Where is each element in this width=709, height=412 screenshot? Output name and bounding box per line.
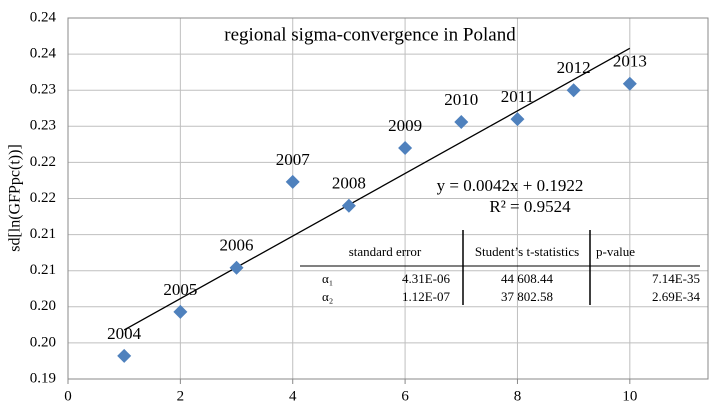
point-label: 2013	[613, 52, 647, 71]
point-label: 2012	[557, 58, 591, 77]
data-point	[398, 140, 413, 155]
data-point	[622, 76, 637, 91]
table-cell: 7.14E-35	[652, 271, 700, 286]
chart-title: regional sigma-convergence in Poland	[224, 24, 516, 45]
data-point	[229, 260, 244, 275]
y-tick-label: 0.24	[30, 46, 57, 62]
y-tick-label: 0.20	[30, 334, 56, 350]
trend-equation: y = 0.0042x + 0.1922	[437, 176, 584, 195]
data-point	[341, 198, 356, 213]
table-header: p-value	[596, 244, 635, 259]
table-cell: 37 802.58	[501, 289, 553, 304]
data-point	[510, 112, 525, 127]
y-tick-label: 0.22	[30, 154, 56, 170]
point-label: 2009	[388, 116, 422, 135]
table-header: Student’s t-statistics	[475, 244, 579, 259]
y-tick-label: 0.21	[30, 226, 56, 242]
point-label: 2004	[107, 324, 142, 343]
table-cell: 2.69E-34	[652, 289, 701, 304]
data-point	[285, 174, 300, 189]
table-cell: α₂	[322, 289, 333, 304]
point-label: 2011	[501, 87, 534, 106]
r-squared: R² = 0.9524	[489, 197, 571, 216]
point-label: 2006	[220, 236, 254, 255]
data-point	[117, 348, 132, 363]
table-cell: 1.12E-07	[402, 289, 451, 304]
data-point	[173, 304, 188, 319]
x-tick-label: 6	[401, 388, 409, 404]
y-tick-label: 0.20	[30, 298, 56, 314]
table-cell: 4.31E-06	[402, 271, 451, 286]
point-label: 2008	[332, 174, 366, 193]
x-tick-label: 2	[177, 388, 185, 404]
table-cell: α₁	[322, 271, 333, 286]
stats-table: standard error Student’s t-statistics p-…	[300, 230, 700, 305]
y-tick-label: 0.22	[30, 190, 56, 206]
point-label: 2007	[276, 150, 311, 169]
plot-frame	[67, 17, 709, 380]
x-tick-label: 8	[514, 388, 522, 404]
table-cell: 44 608.44	[501, 271, 554, 286]
x-tick-label: 0	[64, 388, 72, 404]
y-tick-label: 0.21	[30, 262, 56, 278]
y-tick-label: 0.23	[30, 118, 56, 134]
x-tick-label: 10	[622, 388, 637, 404]
y-tick-label: 0.23	[30, 82, 56, 98]
trendline	[123, 47, 631, 331]
table-header: standard error	[349, 244, 422, 259]
y-tick-label: 0.24	[30, 9, 57, 25]
point-label: 2005	[163, 280, 197, 299]
y-axis-label: sd[ln(GFPpc(t))]	[7, 144, 24, 252]
y-tick-label: 0.19	[30, 370, 56, 386]
data-point	[454, 114, 469, 129]
x-tick-label: 4	[289, 388, 297, 404]
data-point	[566, 83, 581, 98]
point-label: 2010	[444, 90, 478, 109]
